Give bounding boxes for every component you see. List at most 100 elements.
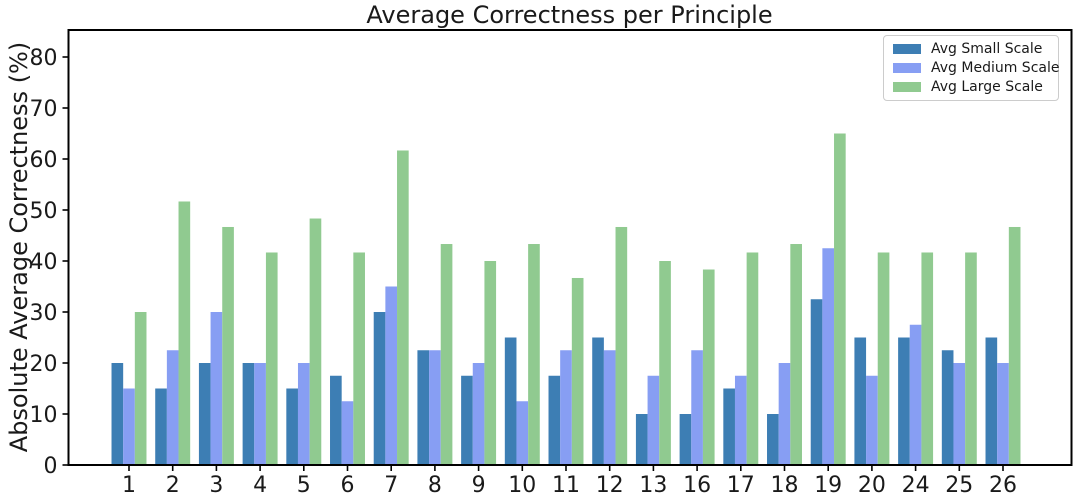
legend-swatch <box>893 44 921 54</box>
bar <box>484 261 497 465</box>
bar <box>767 414 779 465</box>
x-tick-label: 2 <box>166 473 180 496</box>
bar <box>353 252 365 465</box>
bar <box>516 401 529 465</box>
bar <box>603 350 616 465</box>
bar <box>854 337 867 465</box>
bar <box>822 248 835 465</box>
bar <box>647 375 660 465</box>
x-tick-label: 24 <box>902 473 930 496</box>
y-tick-label: 60 <box>30 148 58 173</box>
x-tick-label: 25 <box>945 473 973 496</box>
bar <box>417 350 430 465</box>
bar <box>198 363 211 465</box>
bar <box>397 150 409 466</box>
bar <box>166 350 179 465</box>
bar <box>834 133 846 465</box>
bar <box>921 252 934 465</box>
bar <box>1008 226 1021 465</box>
bar <box>810 299 823 465</box>
y-tick-label: 0 <box>44 454 58 479</box>
y-tick-label: 40 <box>30 250 58 275</box>
bar <box>373 312 386 465</box>
x-tick-label: 20 <box>858 473 886 496</box>
x-tick-label: 4 <box>253 473 267 496</box>
bar <box>571 277 584 465</box>
y-tick-label: 50 <box>30 199 58 224</box>
bar <box>723 388 735 465</box>
bar <box>155 388 167 465</box>
chart-title: Average Correctness per Principle <box>366 1 773 29</box>
bar <box>560 350 572 465</box>
bar <box>385 286 398 465</box>
x-tick-label: 9 <box>472 473 486 496</box>
bar <box>877 252 890 465</box>
bar <box>440 244 453 465</box>
bar <box>691 350 703 465</box>
bar <box>134 312 147 465</box>
bar <box>997 363 1009 465</box>
bar <box>985 337 998 465</box>
x-tick-label: 8 <box>428 473 442 496</box>
bar <box>909 324 922 465</box>
bar <box>866 375 878 465</box>
bar <box>254 363 266 465</box>
bar <box>734 375 747 465</box>
bar <box>178 201 191 466</box>
y-tick-label: 10 <box>30 403 58 428</box>
legend-item: Avg Medium Scale <box>893 60 1059 76</box>
bar <box>746 252 759 465</box>
bar <box>679 414 692 465</box>
axes-border <box>67 29 1073 466</box>
bar <box>702 269 715 465</box>
bar <box>286 388 298 465</box>
x-tick-label: 12 <box>596 473 624 496</box>
x-tick-label: 17 <box>727 473 755 496</box>
x-tick-label: 19 <box>814 473 842 496</box>
bar <box>778 363 791 465</box>
bar <box>210 312 223 465</box>
bar <box>461 375 473 465</box>
bar <box>941 350 954 465</box>
legend: Avg Small Scale Avg Medium Scale Avg Large… <box>883 35 1059 101</box>
bar <box>242 363 255 465</box>
x-tick-label: 3 <box>209 473 223 496</box>
bar <box>265 252 278 465</box>
y-tick-label: 70 <box>30 97 58 122</box>
x-tick-label: 16 <box>683 473 711 496</box>
bar <box>528 244 540 465</box>
bar <box>953 363 966 465</box>
bar <box>123 388 135 465</box>
bar <box>429 350 441 465</box>
bar <box>592 337 604 465</box>
y-tick-label: 20 <box>30 352 58 377</box>
bar <box>472 363 485 465</box>
bar <box>111 363 124 465</box>
x-tick-label: 1 <box>122 473 136 496</box>
x-tick-label: 13 <box>639 473 667 496</box>
legend-label: Avg Medium Scale <box>931 60 1060 76</box>
x-tick-label: 11 <box>552 473 580 496</box>
legend-item: Avg Small Scale <box>893 41 1049 57</box>
bar <box>341 401 354 465</box>
x-tick-label: 5 <box>297 473 311 496</box>
bar <box>504 337 517 465</box>
bar <box>790 244 802 465</box>
x-tick-label: 10 <box>508 473 536 496</box>
bar <box>297 363 310 465</box>
bar <box>615 226 628 465</box>
x-tick-label: 18 <box>771 473 799 496</box>
bar <box>330 375 342 465</box>
bar <box>222 226 234 465</box>
legend-swatch <box>893 63 921 73</box>
x-tick-label: 7 <box>384 473 398 496</box>
x-tick-label: 6 <box>341 473 355 496</box>
bar <box>659 261 671 465</box>
legend-label: Avg Large Scale <box>931 79 1043 95</box>
x-tick-label: 26 <box>989 473 1017 496</box>
y-tick-label: 80 <box>30 46 58 71</box>
bar <box>965 252 977 465</box>
legend-swatch <box>893 82 921 92</box>
